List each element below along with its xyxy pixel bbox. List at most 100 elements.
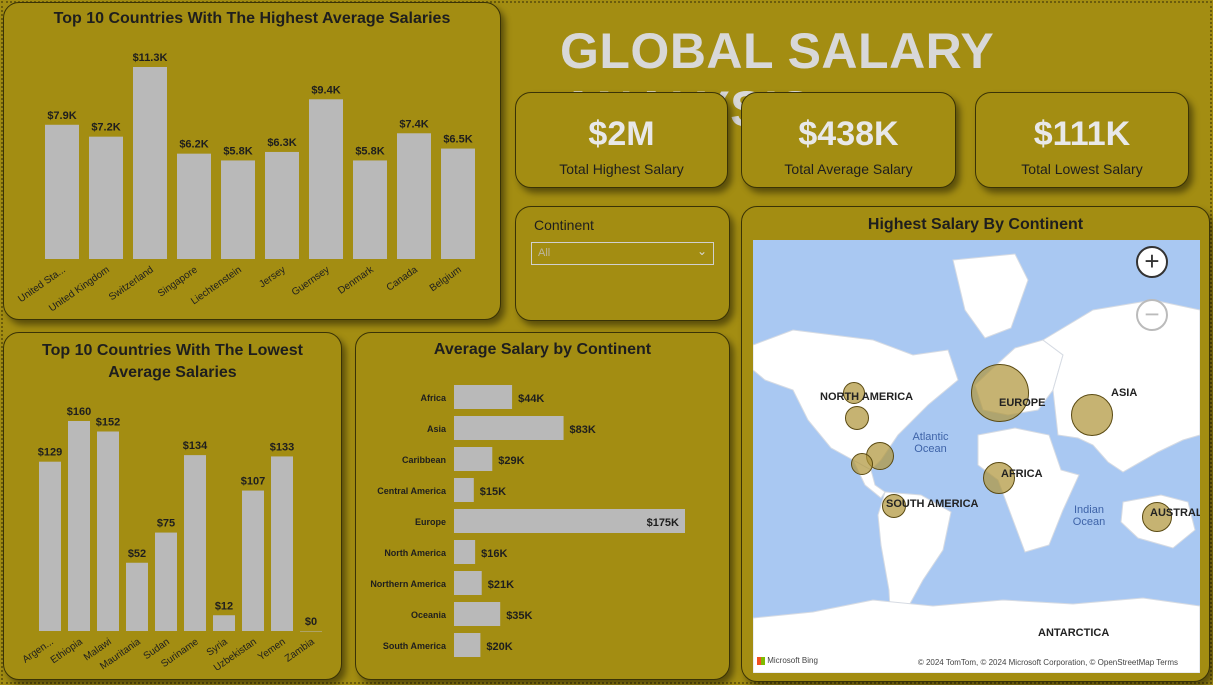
bar[interactable]	[39, 461, 61, 631]
bubble-north-america-1[interactable]	[843, 382, 865, 404]
data-label: $7.4K	[399, 118, 428, 130]
bubble-africa[interactable]	[983, 462, 1015, 494]
bar[interactable]	[271, 456, 293, 631]
data-label: $5.8K	[355, 145, 384, 157]
bar[interactable]	[68, 421, 90, 631]
bar[interactable]	[177, 153, 211, 259]
bar[interactable]	[454, 571, 482, 595]
bar[interactable]	[454, 478, 474, 502]
kpi-value: $2M	[588, 115, 655, 153]
continent-dropdown[interactable]: All ⌄	[531, 242, 714, 265]
zoom-in-button[interactable]: +	[1136, 246, 1168, 278]
map-label-south-america: SOUTH AMERICA	[886, 498, 979, 510]
category-label: South America	[383, 641, 447, 651]
bar[interactable]	[242, 490, 264, 631]
data-label: $7.9K	[47, 110, 76, 122]
data-label: $12	[215, 600, 233, 612]
kpi-label: Total Average Salary	[784, 161, 913, 177]
bar[interactable]	[45, 124, 79, 259]
bar[interactable]	[265, 151, 299, 259]
kpi-label: Total Lowest Salary	[1021, 161, 1143, 177]
category-label: Africa	[420, 393, 447, 403]
bubble-central-america[interactable]	[851, 453, 873, 475]
category-label: Switzerland	[107, 264, 156, 303]
data-label: $152	[96, 417, 120, 429]
map-label-africa: AFRICA	[1001, 468, 1043, 480]
category-label: North America	[384, 548, 447, 558]
category-label: Ethiopia	[49, 636, 85, 666]
bar[interactable]	[133, 67, 167, 259]
map-attribution[interactable]: © 2024 TomTom, © 2024 Microsoft Corporat…	[917, 658, 1178, 667]
map-label-antarctica: ANTARCTICA	[1038, 627, 1110, 639]
bar[interactable]	[454, 540, 476, 564]
bar[interactable]	[184, 455, 206, 631]
bubble-oceania[interactable]	[1142, 502, 1172, 532]
bing-logo-icon	[757, 656, 765, 665]
data-label: $9.4K	[311, 84, 340, 96]
bubble-asia[interactable]	[1071, 394, 1113, 436]
bar[interactable]	[221, 160, 255, 259]
bubble-south-america[interactable]	[882, 494, 906, 518]
bubble-europe[interactable]	[971, 364, 1029, 422]
bar[interactable]	[89, 136, 123, 259]
data-label: $0	[305, 616, 317, 628]
map-panel: Highest Salary By Continent	[741, 206, 1210, 682]
kpi-value: $438K	[798, 115, 899, 153]
ocean-label-indian: Indian Ocean	[1072, 504, 1106, 528]
bar[interactable]	[454, 633, 481, 657]
lowest-salaries-panel: Top 10 Countries With The Lowest Average…	[3, 332, 342, 680]
dropdown-value: All	[538, 247, 551, 259]
data-label: $160	[67, 406, 91, 418]
bar[interactable]	[300, 631, 322, 632]
continent-chart-title: Average Salary by Continent	[433, 341, 652, 358]
zoom-out-button[interactable]: −	[1136, 299, 1168, 331]
lowest-salaries-chart: $129Argen...$160Ethiopia$152Malawi$52Mau…	[21, 406, 322, 674]
bar[interactable]	[397, 133, 431, 259]
kpi-value: $111K	[1033, 115, 1131, 153]
slicer-label: Continent	[534, 217, 594, 233]
map-label-north-america: NORTH AMERICA	[820, 391, 914, 403]
data-label: $83K	[570, 424, 596, 436]
bar[interactable]	[97, 431, 119, 632]
category-label: Denmark	[336, 264, 376, 297]
data-label: $75	[157, 518, 175, 530]
bar[interactable]	[126, 562, 148, 631]
data-label: $44K	[518, 393, 544, 405]
world-map[interactable]: NORTH AMERICA EUROPE ASIA AFRICA SOUTH A…	[753, 240, 1200, 673]
bar[interactable]	[213, 615, 235, 631]
bar[interactable]	[309, 99, 343, 259]
continent-salary-chart: Africa $44K Asia $83K Caribbean $29K Central A…	[370, 385, 685, 657]
bar[interactable]	[454, 416, 564, 440]
data-label: $21K	[488, 579, 514, 591]
category-label: Oceania	[411, 610, 447, 620]
bubble-north-america-2[interactable]	[845, 406, 869, 430]
map-title: Highest Salary By Continent	[867, 216, 1084, 233]
bar[interactable]	[353, 160, 387, 259]
chevron-down-icon: ⌄	[696, 244, 707, 258]
data-label: $15K	[480, 486, 506, 498]
data-label: $5.8K	[223, 145, 252, 157]
bar[interactable]	[454, 602, 501, 626]
continent-salary-panel: Average Salary by Continent Africa $44K As…	[355, 332, 730, 680]
ocean-label-atlantic: Atlantic Ocean	[912, 431, 949, 455]
bar[interactable]	[155, 532, 177, 631]
data-label: $16K	[481, 548, 507, 560]
data-label: $133	[270, 441, 294, 453]
data-label: $11.3K	[133, 52, 168, 64]
kpi-card-highest: $2M Total Highest Salary	[515, 92, 728, 188]
highest-chart-title: Top 10 Countries With The Highest Averag…	[53, 10, 451, 27]
bar[interactable]	[441, 148, 475, 259]
bar[interactable]	[454, 447, 493, 471]
data-label: $107	[241, 476, 265, 488]
data-label: $129	[38, 447, 62, 459]
highest-salaries-panel: Top 10 Countries With The Highest Averag…	[3, 2, 501, 320]
bar[interactable]	[454, 509, 685, 533]
data-label: $29K	[498, 455, 524, 467]
category-label: Guernsey	[290, 264, 332, 298]
category-label: Northern America	[370, 579, 447, 589]
bar[interactable]	[454, 385, 513, 409]
map-label-asia: ASIA	[1111, 387, 1138, 399]
world-landmass	[753, 253, 1200, 673]
